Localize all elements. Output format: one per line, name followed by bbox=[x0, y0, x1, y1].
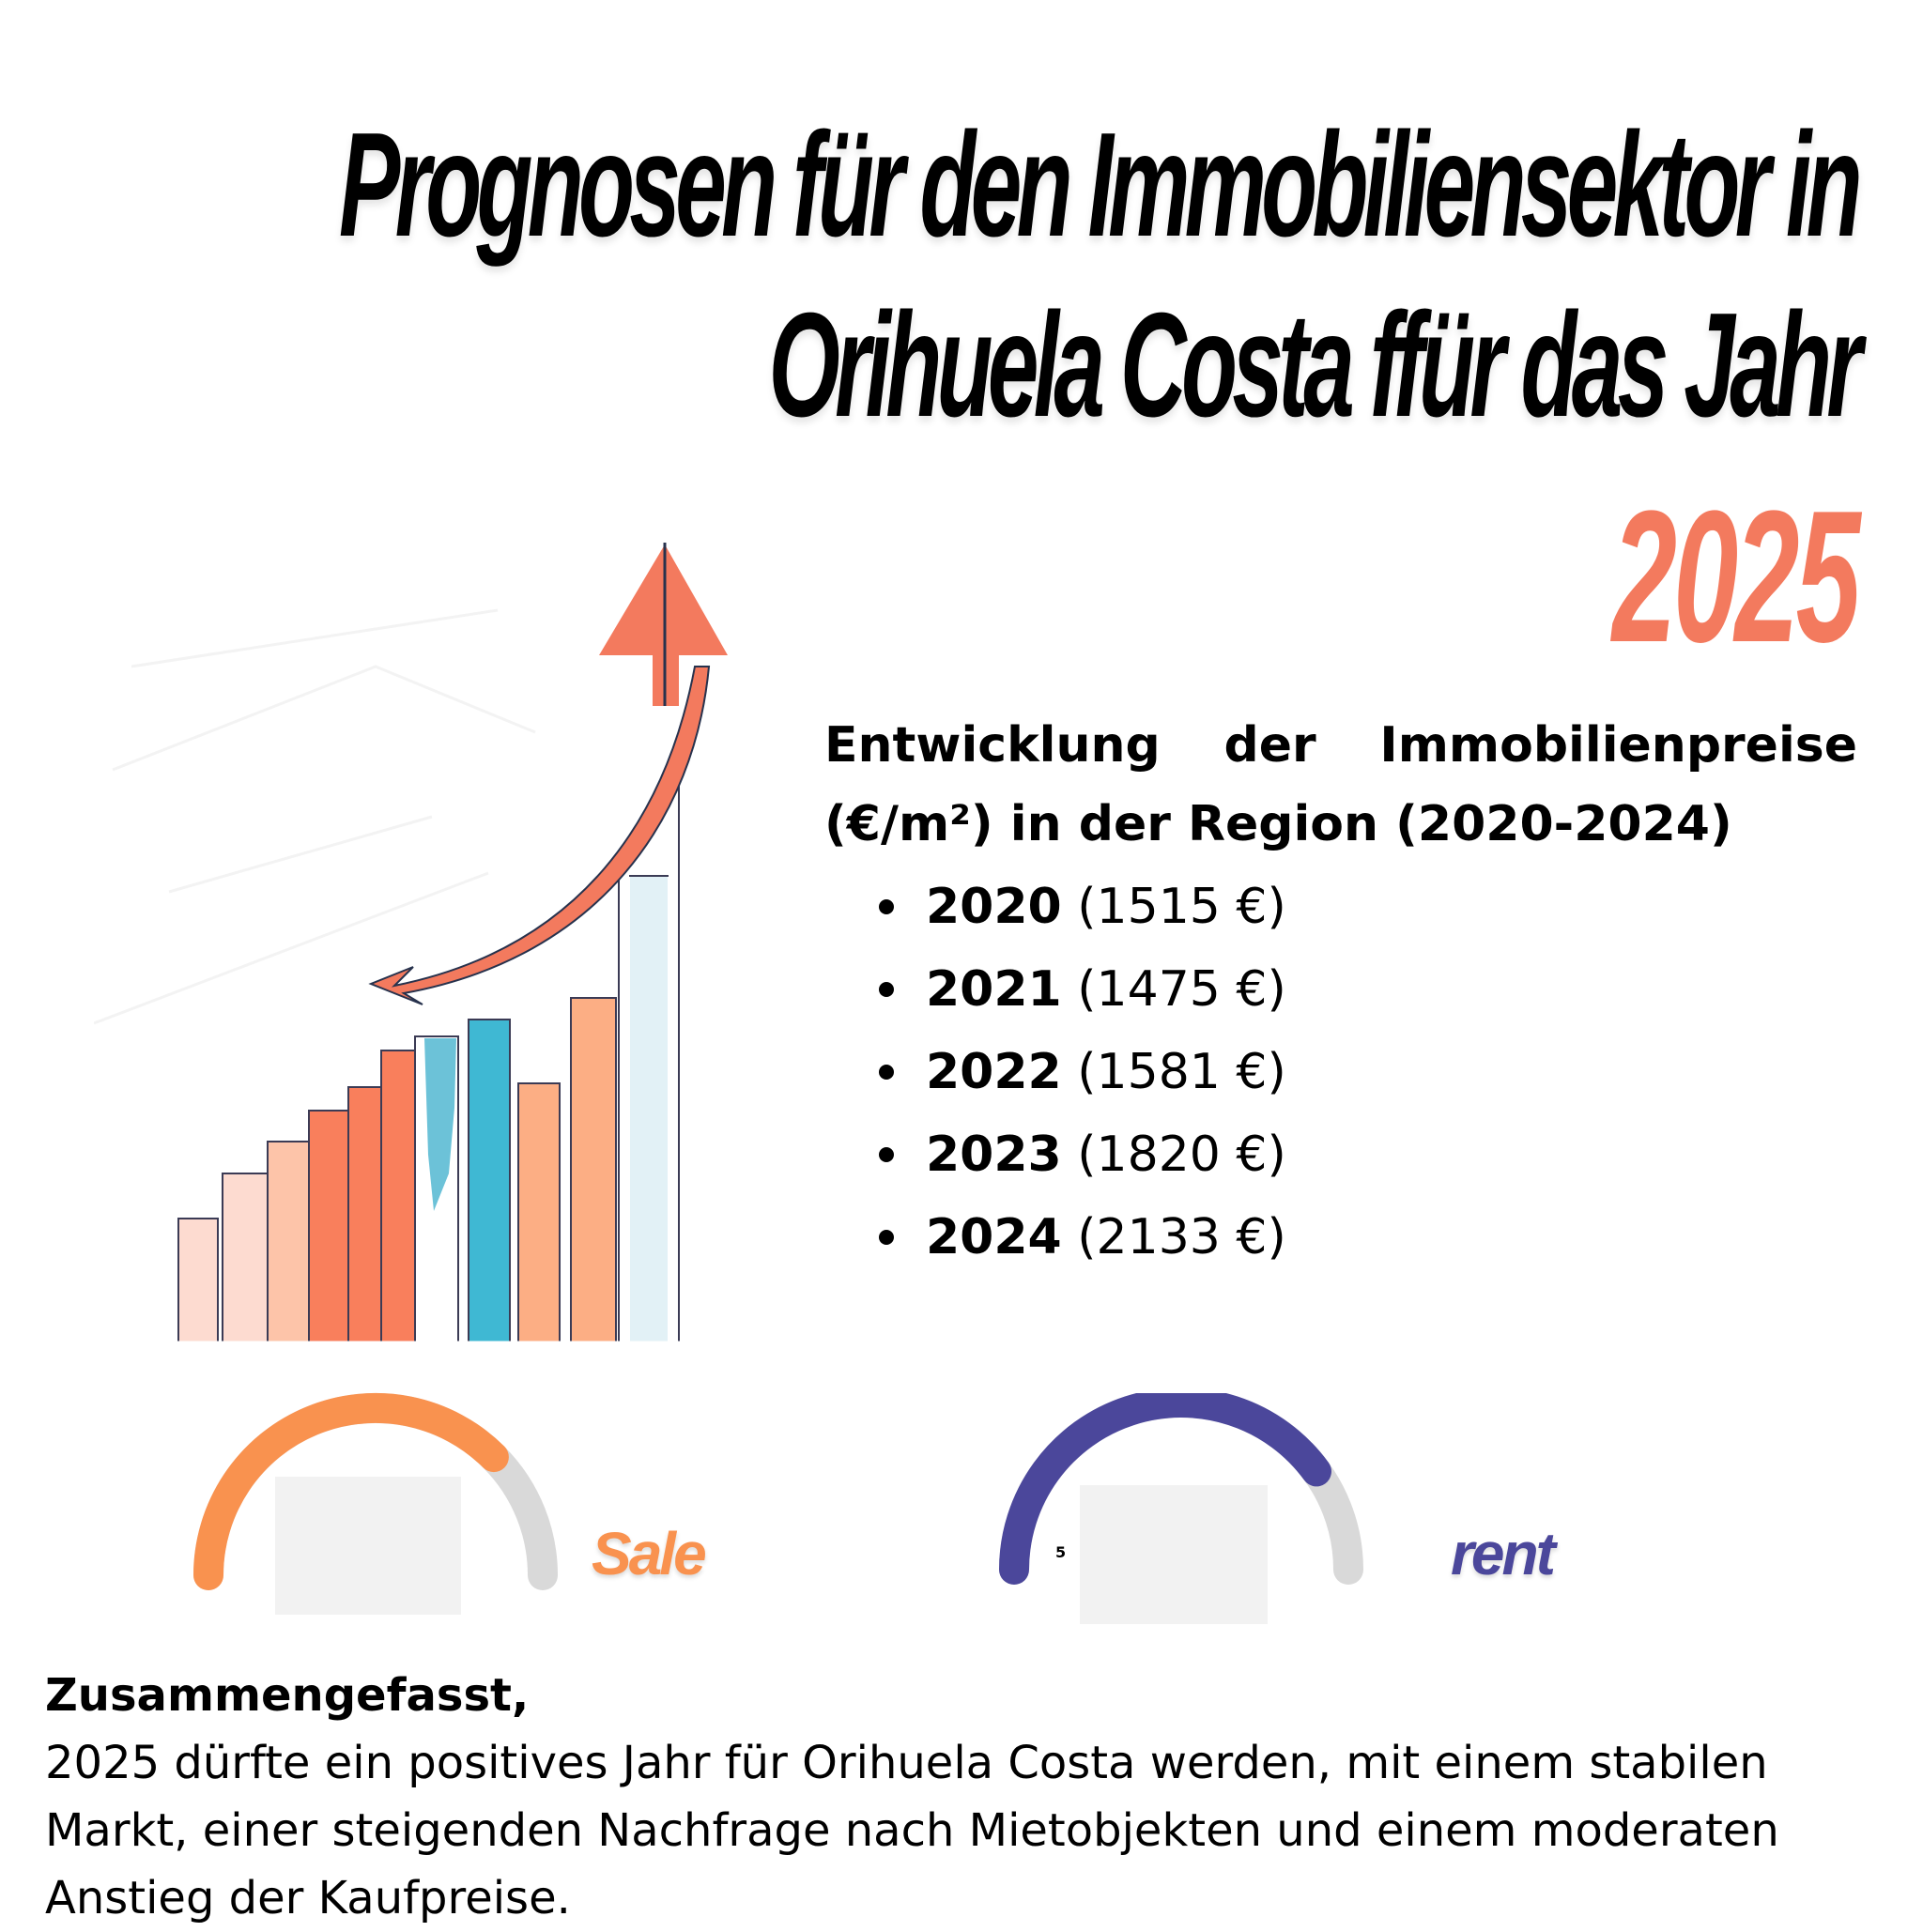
price-year: 2022 bbox=[926, 1044, 1062, 1100]
price-value: (1475 €) bbox=[1077, 961, 1286, 1018]
summary: Zusammengefasst, 2025 dürfte ein positiv… bbox=[45, 1662, 1885, 1932]
sale-gauge-center bbox=[275, 1477, 461, 1615]
bar-3 bbox=[267, 1141, 310, 1343]
price-year: 2020 bbox=[926, 879, 1062, 935]
summary-body: 2025 dürfte ein positives Jahr für Orihu… bbox=[45, 1737, 1779, 1924]
bar-1 bbox=[177, 1218, 219, 1343]
price-development: Entwicklung der Immobilienpreise (€/m²) … bbox=[824, 706, 1857, 1279]
title-year: 2025 bbox=[1612, 472, 1861, 682]
summary-heading: Zusammengefasst, bbox=[45, 1669, 530, 1722]
price-item: 2021 (1475 €) bbox=[824, 948, 1857, 1031]
sale-gauge bbox=[193, 1392, 558, 1590]
price-value: (2133 €) bbox=[1077, 1209, 1286, 1265]
sale-gauge-fill bbox=[193, 1392, 509, 1590]
price-item: 2024 (2133 €) bbox=[824, 1196, 1857, 1279]
rent-gauge-fill bbox=[999, 1393, 1331, 1585]
sale-label: Sale bbox=[592, 1520, 707, 1587]
title-line-2: Orihuela Costa ffür das Jahr bbox=[768, 283, 1863, 448]
price-year: 2021 bbox=[926, 961, 1062, 1018]
price-heading: Entwicklung der Immobilienpreise (€/m²) … bbox=[824, 717, 1857, 852]
bar-5 bbox=[347, 1086, 382, 1343]
price-item: 2022 (1581 €) bbox=[824, 1031, 1857, 1113]
price-year: 2024 bbox=[926, 1209, 1062, 1265]
rent-gauge bbox=[999, 1393, 1363, 1585]
price-year: 2023 bbox=[926, 1127, 1062, 1183]
rent-gauge-tick: 5 bbox=[1055, 1543, 1067, 1561]
growth-chart-illustration bbox=[94, 543, 728, 1344]
bar-6 bbox=[380, 1050, 416, 1343]
rent-gauge-center bbox=[1080, 1485, 1268, 1624]
bar-4 bbox=[308, 1110, 349, 1343]
title-line-1: Prognosen für den Immobiliensektor in bbox=[339, 102, 1862, 268]
price-value: (1581 €) bbox=[1077, 1044, 1286, 1100]
bar-2 bbox=[222, 1173, 269, 1343]
bar-11 bbox=[628, 875, 669, 1343]
price-list: 2020 (1515 €) 2021 (1475 €) 2022 (1581 €… bbox=[824, 866, 1857, 1279]
bar-10 bbox=[570, 997, 617, 1343]
rent-label: rent bbox=[1451, 1520, 1556, 1587]
price-item: 2023 (1820 €) bbox=[824, 1113, 1857, 1196]
price-value: (1515 €) bbox=[1077, 879, 1286, 935]
bar-9 bbox=[517, 1082, 561, 1343]
arrow-curve bbox=[368, 666, 711, 1005]
price-item: 2020 (1515 €) bbox=[824, 866, 1857, 948]
price-value: (1820 €) bbox=[1077, 1127, 1286, 1183]
bar-8 bbox=[468, 1019, 511, 1343]
